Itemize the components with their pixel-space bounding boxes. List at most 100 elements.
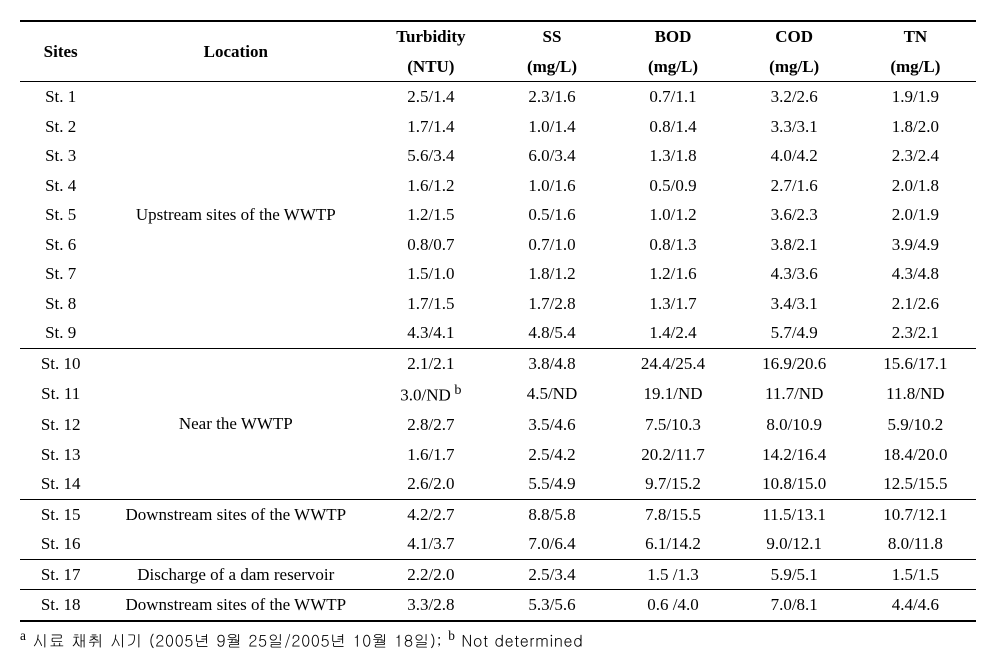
footnote-b-sup: b [448, 628, 455, 643]
table-footnote: a 시료 채취 시기 (2005년 9월 25일/2005년 10월 18일);… [20, 628, 976, 651]
cell-site: St. 18 [20, 590, 101, 621]
cell-tn: 2.3/2.4 [855, 141, 976, 171]
cell-turbidity: 2.1/2.1 [370, 348, 491, 378]
water-quality-table: SitesLocationTurbiditySSBODCODTN(NTU)(mg… [20, 20, 976, 622]
cell-ss: 8.8/5.8 [492, 499, 613, 529]
cell-location: Upstream sites of the WWTP [101, 82, 370, 349]
table-row: St. 10Near the WWTP2.1/2.13.8/4.824.4/25… [20, 348, 976, 378]
table-header: SitesLocationTurbiditySSBODCODTN(NTU)(mg… [20, 21, 976, 82]
cell-site: St. 3 [20, 141, 101, 171]
cell-tn: 10.7/12.1 [855, 499, 976, 529]
cell-bod: 0.8/1.4 [612, 112, 733, 142]
cell-bod: 0.8/1.3 [612, 230, 733, 260]
cell-bod: 0.5/0.9 [612, 171, 733, 201]
cell-bod: 1.3/1.7 [612, 289, 733, 319]
column-header-bod: BOD [612, 21, 733, 52]
cell-site: St. 17 [20, 559, 101, 590]
cell-location: Discharge of a dam reservoir [101, 559, 370, 590]
column-subheader-cod: (mg/L) [734, 52, 855, 82]
table-row: St. 18Downstream sites of the WWTP3.3/2.… [20, 590, 976, 621]
column-header-sites: Sites [20, 21, 101, 82]
cell-turbidity: 4.3/4.1 [370, 318, 491, 348]
cell-sup: b [451, 382, 462, 398]
cell-site: St. 10 [20, 348, 101, 378]
cell-ss: 1.8/1.2 [492, 259, 613, 289]
cell-turbidity: 2.2/2.0 [370, 559, 491, 590]
cell-turbidity: 5.6/3.4 [370, 141, 491, 171]
cell-tn: 2.1/2.6 [855, 289, 976, 319]
cell-bod: 7.5/10.3 [612, 410, 733, 440]
cell-site: St. 11 [20, 378, 101, 410]
cell-ss: 0.7/1.0 [492, 230, 613, 260]
cell-ss: 2.5/4.2 [492, 440, 613, 470]
cell-ss: 3.5/4.6 [492, 410, 613, 440]
cell-tn: 11.8/ND [855, 378, 976, 410]
cell-cod: 9.0/12.1 [734, 529, 855, 559]
cell-bod: 0.6 /4.0 [612, 590, 733, 621]
cell-tn: 2.3/2.1 [855, 318, 976, 348]
cell-cod: 11.5/13.1 [734, 499, 855, 529]
cell-tn: 12.5/15.5 [855, 469, 976, 499]
cell-bod: 9.7/15.2 [612, 469, 733, 499]
cell-turbidity: 0.8/0.7 [370, 230, 491, 260]
cell-ss: 5.3/5.6 [492, 590, 613, 621]
cell-location: Downstream sites of the WWTP [101, 590, 370, 621]
column-header-ss: SS [492, 21, 613, 52]
cell-ss: 0.5/1.6 [492, 200, 613, 230]
cell-cod: 2.7/1.6 [734, 171, 855, 201]
column-subheader-tn: (mg/L) [855, 52, 976, 82]
footnote-b-text: Not determined [455, 628, 583, 651]
cell-cod: 3.4/3.1 [734, 289, 855, 319]
cell-cod: 4.3/3.6 [734, 259, 855, 289]
cell-ss: 1.0/1.6 [492, 171, 613, 201]
cell-ss: 5.5/4.9 [492, 469, 613, 499]
cell-tn: 3.9/4.9 [855, 230, 976, 260]
cell-site: St. 9 [20, 318, 101, 348]
cell-bod: 1.0/1.2 [612, 200, 733, 230]
cell-cod: 11.7/ND [734, 378, 855, 410]
cell-location: Downstream sites of the WWTP [101, 499, 370, 559]
cell-bod: 20.2/11.7 [612, 440, 733, 470]
cell-ss: 1.7/2.8 [492, 289, 613, 319]
column-header-location: Location [101, 21, 370, 82]
cell-turbidity: 1.6/1.7 [370, 440, 491, 470]
cell-site: St. 1 [20, 82, 101, 112]
table-body: St. 1Upstream sites of the WWTP2.5/1.42.… [20, 82, 976, 621]
cell-tn: 5.9/10.2 [855, 410, 976, 440]
cell-bod: 0.7/1.1 [612, 82, 733, 112]
cell-ss: 3.8/4.8 [492, 348, 613, 378]
cell-tn: 1.9/1.9 [855, 82, 976, 112]
cell-turbidity: 4.1/3.7 [370, 529, 491, 559]
cell-cod: 3.8/2.1 [734, 230, 855, 260]
cell-cod: 10.8/15.0 [734, 469, 855, 499]
cell-tn: 18.4/20.0 [855, 440, 976, 470]
cell-ss: 4.8/5.4 [492, 318, 613, 348]
cell-tn: 8.0/11.8 [855, 529, 976, 559]
cell-cod: 3.2/2.6 [734, 82, 855, 112]
column-header-cod: COD [734, 21, 855, 52]
cell-site: St. 5 [20, 200, 101, 230]
cell-site: St. 13 [20, 440, 101, 470]
cell-turbidity: 1.7/1.5 [370, 289, 491, 319]
cell-turbidity: 2.8/2.7 [370, 410, 491, 440]
cell-site: St. 14 [20, 469, 101, 499]
cell-location: Near the WWTP [101, 348, 370, 499]
cell-ss: 6.0/3.4 [492, 141, 613, 171]
cell-turbidity: 1.5/1.0 [370, 259, 491, 289]
table-row: St. 17Discharge of a dam reservoir2.2/2.… [20, 559, 976, 590]
cell-turbidity: 1.7/1.4 [370, 112, 491, 142]
cell-site: St. 15 [20, 499, 101, 529]
cell-cod: 5.7/4.9 [734, 318, 855, 348]
cell-tn: 1.5/1.5 [855, 559, 976, 590]
cell-site: St. 12 [20, 410, 101, 440]
cell-tn: 4.4/4.6 [855, 590, 976, 621]
cell-cod: 5.9/5.1 [734, 559, 855, 590]
cell-ss: 2.3/1.6 [492, 82, 613, 112]
cell-turbidity: 1.2/1.5 [370, 200, 491, 230]
cell-site: St. 8 [20, 289, 101, 319]
cell-ss: 1.0/1.4 [492, 112, 613, 142]
cell-bod: 1.4/2.4 [612, 318, 733, 348]
cell-site: St. 4 [20, 171, 101, 201]
cell-bod: 19.1/ND [612, 378, 733, 410]
cell-cod: 16.9/20.6 [734, 348, 855, 378]
